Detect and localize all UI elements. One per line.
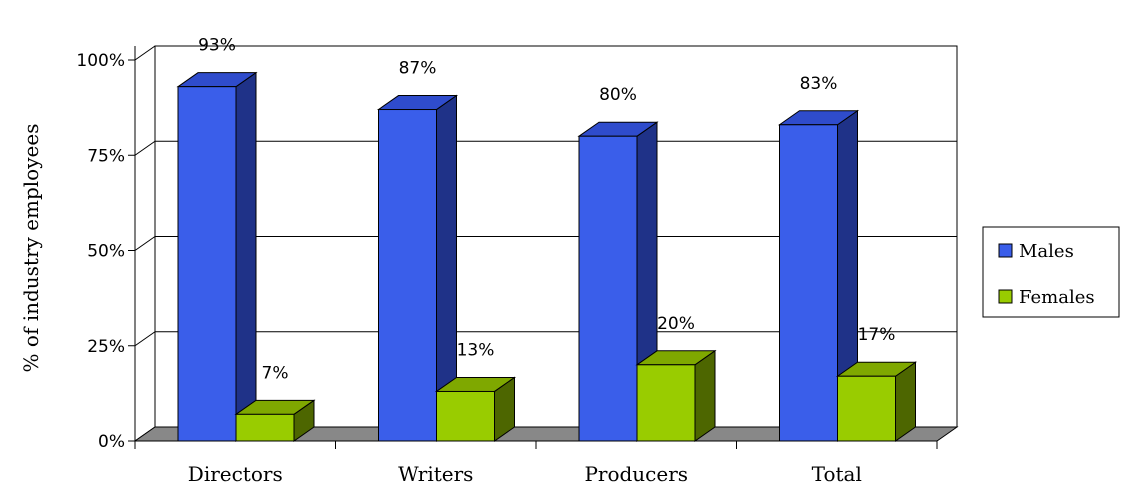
y-tick-label: 100% [76, 51, 125, 71]
bar-males-directors [176, 71, 258, 442]
x-tick-label-total: Total [812, 462, 862, 486]
data-labels: 93% 7% 87% 13% 80% 20% 83% 17% [198, 36, 895, 384]
data-label-males-writers: 87% [399, 59, 437, 79]
y-axis-title: % of industry employees [19, 124, 43, 373]
gridline-side [134, 45, 156, 61]
bar-males-writers [376, 94, 459, 442]
x-tick-label-directors: Directors [188, 462, 283, 486]
data-label-females-total: 17% [858, 325, 896, 345]
x-tick-label-writers: Writers [398, 462, 473, 486]
legend: Males Females [982, 226, 1120, 318]
bars [176, 71, 918, 442]
x-tick-label-producers: Producers [584, 462, 688, 486]
legend-label-males: Males [1019, 241, 1074, 262]
bar-females-directors [234, 399, 316, 442]
bar-side [235, 71, 257, 442]
data-label-females-producers: 20% [657, 314, 695, 334]
gridline-side [134, 331, 156, 347]
gridline-side [134, 236, 156, 251]
data-label-males-total: 83% [800, 74, 838, 94]
bar-front [378, 109, 437, 442]
y-tick-label: 50% [87, 242, 125, 262]
bar-front [636, 364, 696, 442]
legend-swatch-males [998, 243, 1013, 258]
data-label-females-directors: 7% [262, 363, 289, 383]
bar-females-writers [434, 376, 517, 442]
bar-front [436, 390, 495, 442]
gridline-side [134, 140, 156, 156]
bar-females-producers [635, 349, 717, 442]
bar-males-total [777, 109, 860, 442]
bar-front [578, 135, 638, 442]
data-label-females-writers: 13% [457, 340, 495, 360]
bar-front [779, 124, 838, 442]
bar-front [235, 413, 295, 442]
legend-swatch-females [998, 289, 1013, 304]
legend-label-females: Females [1019, 287, 1095, 308]
bar-side [694, 349, 716, 442]
y-tick-label: 25% [87, 337, 125, 357]
bar-females-total [835, 361, 918, 442]
data-label-males-directors: 93% [198, 36, 236, 56]
data-label-males-producers: 80% [599, 85, 637, 105]
y-tick-label: 0% [98, 432, 125, 452]
bar-front [177, 86, 237, 442]
y-tick-label: 75% [87, 146, 125, 166]
bar-front [837, 375, 896, 442]
axes: 0% 25% 50% 75% 100% Directors Writers Producers… [76, 46, 938, 486]
